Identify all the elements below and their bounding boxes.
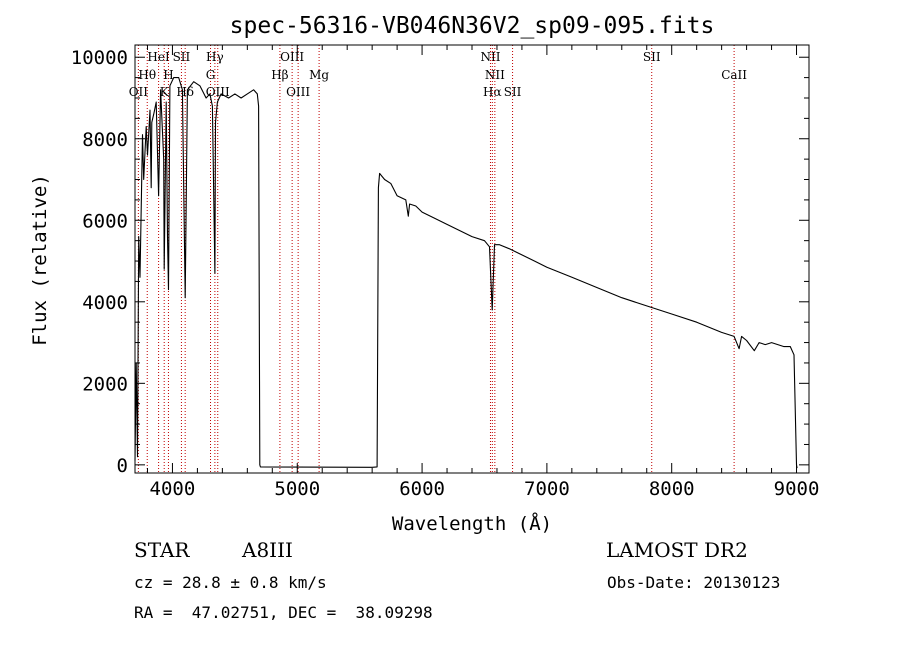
x-tick-label-8000: 8000 xyxy=(649,478,695,500)
survey-name: LAMOST DR2 xyxy=(606,538,748,562)
line-label-19: CaII xyxy=(721,68,747,82)
y-tick-label-4000: 4000 xyxy=(82,292,128,314)
axes-frame xyxy=(134,44,810,474)
line-label-15: Hα xyxy=(483,85,502,99)
line-label-13: Mg xyxy=(309,68,329,82)
line-label-2: HeI xyxy=(147,50,170,64)
line-label-5: SII xyxy=(173,50,191,64)
line-label-12: OIII xyxy=(286,85,310,99)
y-tick-label-0: 0 xyxy=(117,455,128,477)
y-tick-label-2000: 2000 xyxy=(82,373,128,395)
y-tick-label-10000: 10000 xyxy=(71,47,128,69)
x-tick-label-4000: 4000 xyxy=(150,478,196,500)
x-axis-label: Wavelength (Å) xyxy=(392,512,552,535)
plot-area: OIIHθHeIKHSIIHδGHγOIIIHβOIIIOIIIMgNIIHαN… xyxy=(71,44,820,500)
line-label-16: NII xyxy=(485,68,505,82)
line-label-18: SII xyxy=(643,50,661,64)
line-label-3: K xyxy=(160,85,170,99)
coordinates-readout: RA = 47.02751, DEC = 38.09298 xyxy=(134,603,433,622)
line-label-11: OIII xyxy=(280,50,304,64)
redshift-readout: cz = 28.8 ± 0.8 km/s xyxy=(134,573,327,592)
y-axis-label: Flux (relative) xyxy=(29,174,51,346)
x-tick-label-5000: 5000 xyxy=(274,478,320,500)
line-label-14: NII xyxy=(480,50,500,64)
object-class: STAR xyxy=(134,538,190,562)
y-tick-label-8000: 8000 xyxy=(82,129,128,151)
line-label-10: Hβ xyxy=(271,68,288,82)
line-label-8: Hγ xyxy=(206,50,224,64)
y-tick-label-6000: 6000 xyxy=(82,210,128,232)
line-label-4: H xyxy=(163,68,173,82)
line-label-6: Hδ xyxy=(176,85,194,99)
x-tick-label-9000: 9000 xyxy=(774,478,820,500)
object-subclass: A8III xyxy=(242,538,293,562)
line-label-17: SII xyxy=(504,85,522,99)
x-tick-label-7000: 7000 xyxy=(524,478,570,500)
spectrum-line xyxy=(134,77,798,469)
chart-title: spec-56316-VB046N36V2_sp09-095.fits xyxy=(230,13,715,39)
line-label-0: OII xyxy=(129,85,149,99)
x-tick-label-6000: 6000 xyxy=(399,478,445,500)
line-label-7: G xyxy=(206,68,216,82)
line-label-1: Hθ xyxy=(138,68,156,82)
observation-date: Obs-Date: 20130123 xyxy=(607,573,781,592)
